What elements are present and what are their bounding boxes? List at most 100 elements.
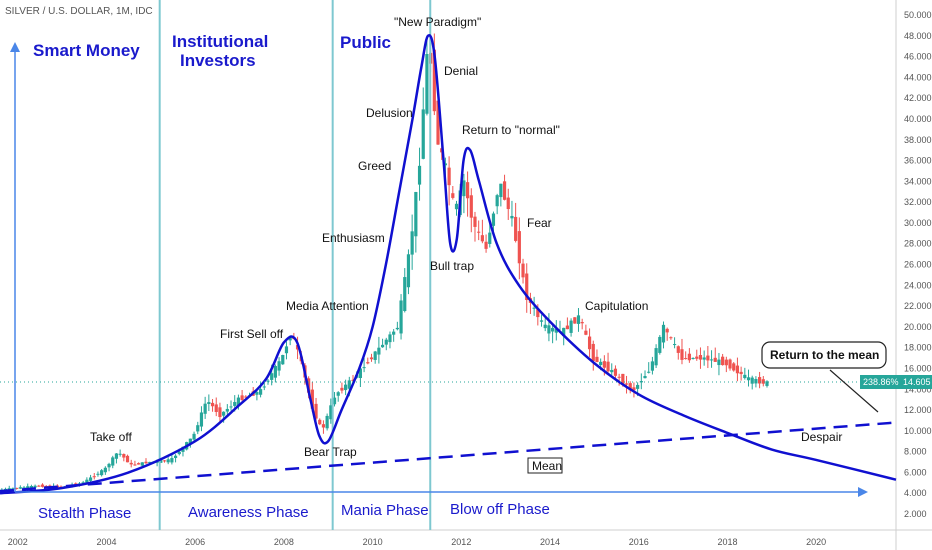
price-tick-label: 32.000: [904, 197, 932, 207]
candle-body: [188, 438, 192, 445]
candle-body: [551, 327, 555, 332]
symbol-label: SILVER / U.S. DOLLAR, 1M, IDC: [5, 6, 153, 17]
candle-body: [706, 355, 710, 361]
candle-body: [414, 191, 418, 237]
candle-body: [543, 324, 547, 329]
candle-body: [218, 407, 222, 418]
annotation-bear-trap: Bear Trap: [304, 445, 357, 459]
candle-body: [584, 330, 588, 335]
candle-body: [613, 368, 618, 376]
annotation-greed: Greed: [358, 159, 391, 173]
candle-body: [210, 402, 215, 407]
annotation-denial: Denial: [444, 64, 478, 78]
candle-body: [758, 377, 762, 384]
price-tick-label: 6.000: [904, 467, 927, 477]
candle-body: [148, 461, 152, 463]
price-change-text: 238.86%: [863, 377, 899, 387]
annotation-despair: Despair: [801, 430, 842, 444]
candle-body: [166, 459, 170, 463]
candle-body: [284, 346, 289, 354]
candle-body: [144, 461, 148, 464]
candle-body: [661, 324, 666, 343]
candle-body: [532, 307, 536, 309]
price-tick-label: 4.000: [904, 488, 927, 498]
candle-body: [399, 300, 403, 334]
candle-body: [669, 337, 673, 339]
time-tick-label: 2020: [806, 537, 826, 547]
candle-body: [395, 327, 399, 330]
candle-body: [454, 203, 459, 210]
candle-body: [377, 347, 381, 355]
candle-body: [687, 353, 691, 361]
annotation-delusion: Delusion: [366, 106, 413, 120]
candle-body: [262, 386, 266, 388]
candle-body: [621, 373, 625, 384]
candle-body: [502, 181, 507, 200]
candle-body: [170, 458, 174, 463]
candle-body: [610, 369, 614, 373]
candle-body: [380, 344, 385, 348]
candle-body: [277, 361, 281, 371]
candle-body: [133, 464, 137, 466]
candle-body: [695, 356, 699, 359]
candle-body: [591, 343, 595, 362]
candle-body: [125, 455, 130, 463]
price-value-tag: [900, 375, 932, 389]
candle-body: [443, 163, 448, 166]
candle-body: [514, 216, 518, 241]
candle-body: [599, 361, 603, 366]
time-ticks-layer: 2002 2004 2006 2008 2010 2012 2014 2016 2018 2020: [8, 537, 826, 547]
candle-body: [680, 349, 684, 360]
candle-body: [451, 193, 455, 198]
candle-body: [743, 374, 747, 379]
candle-body: [403, 277, 407, 311]
candle-body: [499, 183, 503, 198]
candle-body: [754, 378, 758, 384]
candle-body: [199, 412, 204, 427]
candle-body: [373, 351, 377, 360]
price-tick-label: 34.000: [904, 176, 932, 186]
candle-body: [196, 425, 200, 432]
annotation-media-attention: Media Attention: [286, 299, 369, 313]
annotation-first-sell-off: First Sell off: [220, 327, 284, 341]
candle-body: [469, 195, 473, 218]
phase-label-stealth: Stealth Phase: [38, 505, 131, 522]
price-tick-label: 44.000: [904, 72, 932, 82]
candle-body: [137, 463, 141, 465]
time-tick-label: 2002: [8, 537, 28, 547]
candle-body: [214, 404, 218, 412]
candle-body: [92, 476, 96, 478]
candle-body: [750, 377, 754, 384]
candle-body: [81, 482, 85, 484]
candle-body: [595, 356, 599, 363]
price-tick-label: 36.000: [904, 156, 932, 166]
candle-body: [255, 391, 259, 395]
group-label-public: Public: [340, 33, 391, 52]
candle-body: [587, 336, 592, 350]
candle-body: [525, 273, 529, 300]
candle-body: [240, 395, 244, 400]
candle-body: [29, 486, 34, 488]
candle-body: [118, 453, 122, 455]
time-tick-label: 2012: [451, 537, 471, 547]
candle-body: [739, 371, 743, 375]
candle-body: [436, 100, 440, 145]
annotation-capitulation: Capitulation: [585, 299, 648, 313]
candle-body: [177, 451, 181, 455]
phase-label-blowoff: Blow off Phase: [450, 501, 550, 518]
candle-body: [336, 392, 340, 396]
candle-body: [569, 320, 573, 333]
candle-body: [310, 389, 314, 409]
price-tick-label: 20.000: [904, 322, 932, 332]
candle-body: [698, 355, 703, 360]
mean-label-box: [527, 457, 563, 474]
candle-body: [462, 180, 466, 197]
candle-body: [15, 487, 19, 489]
group-label-institutional: Institutional Investors: [172, 32, 273, 70]
candle-body: [632, 387, 636, 391]
candle-body: [192, 433, 196, 440]
candle-body: [207, 402, 211, 405]
candle-body: [547, 325, 551, 334]
candle-body: [421, 109, 425, 159]
price-value-text: 14.605: [903, 377, 931, 387]
